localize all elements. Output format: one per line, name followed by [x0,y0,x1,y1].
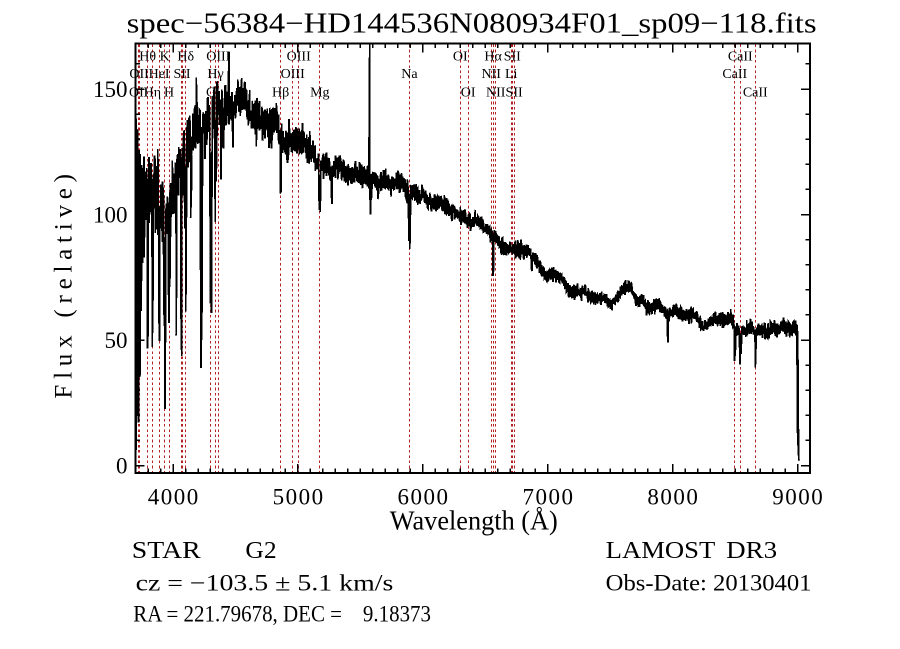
svg-text:K: K [160,50,170,65]
svg-text:SII: SII [506,86,523,101]
svg-text:NII: NII [481,67,501,82]
svg-text:CaII: CaII [728,50,753,65]
svg-text:H: H [164,86,174,101]
svg-text:SII: SII [504,50,521,65]
svg-text:6000: 6000 [398,485,449,510]
svg-text:OIII: OIII [287,50,311,65]
svg-text:Obs-Date: 20130401: Obs-Date: 20130401 [606,571,812,596]
svg-text:OIII: OIII [281,67,305,82]
svg-text:OI: OI [461,86,476,101]
svg-text:spec−56384−HD144536N080934F01_: spec−56384−HD144536N080934F01_sp09−118.f… [127,9,817,40]
svg-text:Flux (relative): Flux (relative) [51,174,78,399]
svg-text:LAMOST: LAMOST [606,538,716,564]
svg-text:Na: Na [401,67,418,82]
svg-text:9000: 9000 [772,485,823,510]
svg-text:Hβ: Hβ [272,86,289,101]
svg-text:Li: Li [505,67,518,82]
svg-text:5000: 5000 [273,485,324,510]
svg-text:OI: OI [453,50,468,65]
svg-text:G: G [206,86,216,101]
svg-text:Hα: Hα [484,50,502,65]
svg-text:NII: NII [486,86,506,101]
svg-text:OII: OII [129,67,149,82]
svg-text:50: 50 [105,328,128,353]
svg-text:4000: 4000 [148,485,199,510]
svg-text:Mg: Mg [310,86,329,101]
svg-text:RA = 221.79678, DEC = 9.183: RA = 221.79678, DEC = 9.18373 [133,602,431,627]
svg-text:STAR: STAR [132,538,201,564]
svg-text:HeI: HeI [149,67,170,82]
svg-text:Hδ: Hδ [177,50,194,65]
svg-text:7000: 7000 [522,485,573,510]
svg-text:100: 100 [93,203,128,228]
svg-text:SII: SII [173,67,190,82]
svg-text:G2: G2 [245,538,276,564]
svg-text:Wavelength (Å): Wavelength (Å) [390,506,558,536]
svg-text:Hθ: Hθ [139,50,156,65]
svg-text:150: 150 [93,77,128,102]
svg-text:0: 0 [116,454,128,479]
svg-text:cz = −103.5 ± 5.1 km/s: cz = −103.5 ± 5.1 km/s [136,571,394,596]
svg-text:Hη: Hη [144,86,161,101]
svg-text:CaII: CaII [743,86,768,101]
svg-text:Hγ: Hγ [207,67,223,82]
svg-text:8000: 8000 [647,485,698,510]
svg-text:OIII: OIII [206,50,230,65]
svg-text:DR3: DR3 [726,538,777,564]
svg-text:CaII: CaII [722,67,747,82]
